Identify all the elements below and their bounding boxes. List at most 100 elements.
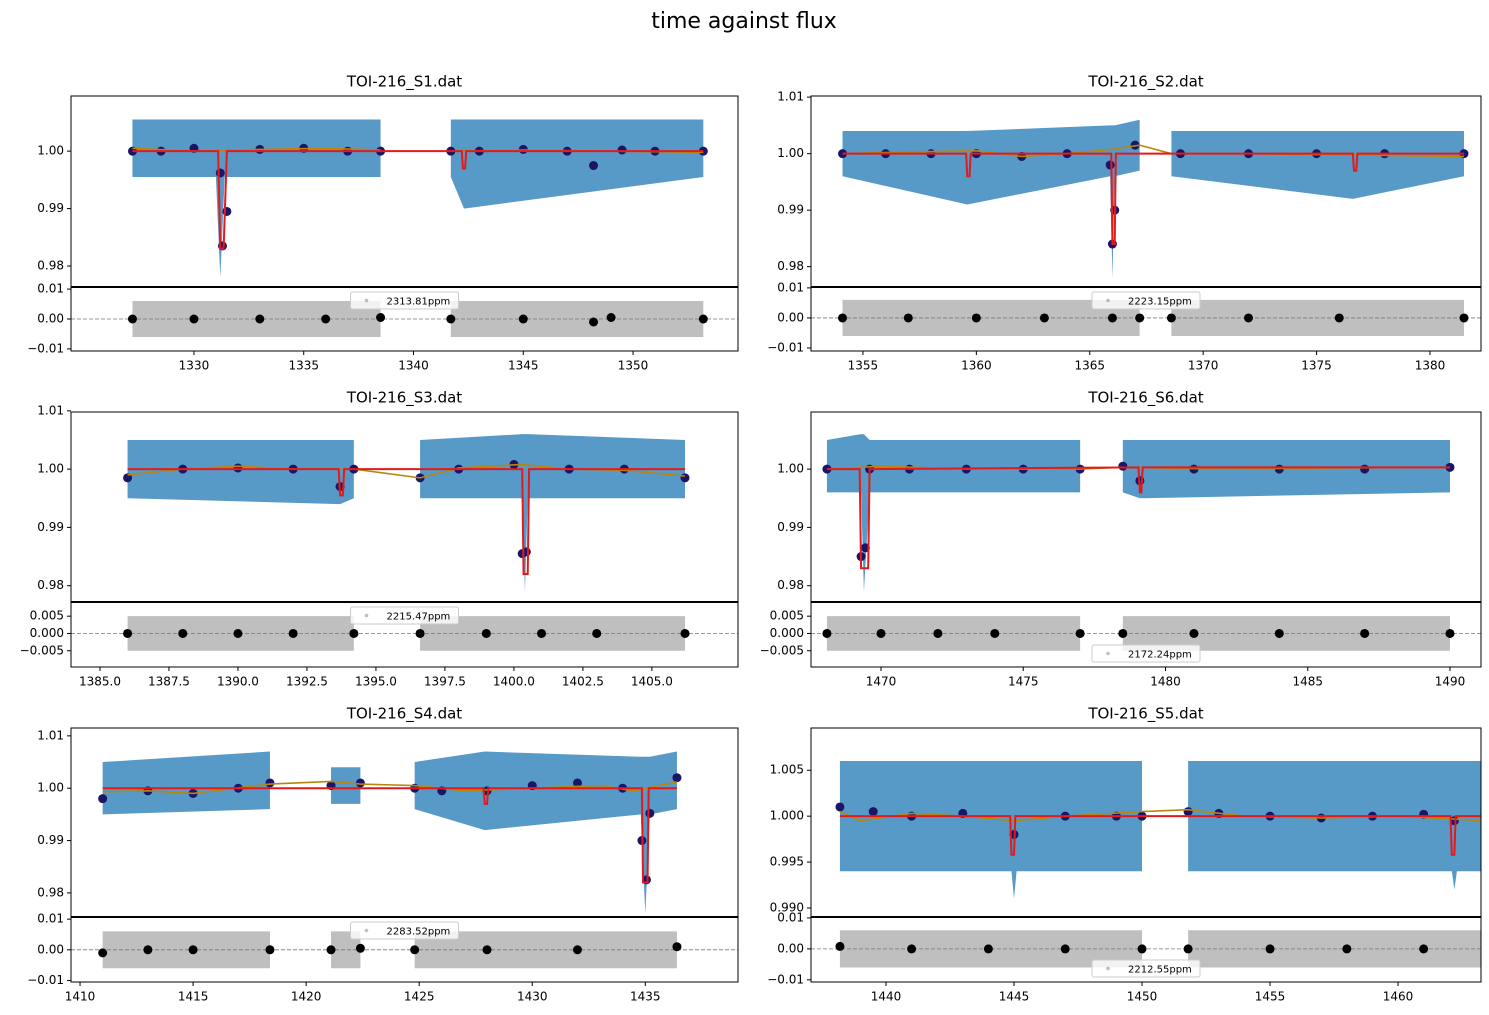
binned-residual-point [1342, 944, 1352, 954]
panel-title: TOI-216_S2.dat [1087, 73, 1203, 92]
raw-flux-band [102, 751, 270, 815]
y-tick-label: 1.00 [37, 144, 64, 158]
y-tick-label: 1.00 [777, 462, 804, 476]
y-tick-label: 0.995 [770, 855, 804, 869]
binned-residual-point [518, 314, 528, 324]
x-tick-label: 1355 [848, 359, 879, 373]
binned-residual-point [876, 628, 886, 638]
legend-marker [364, 928, 369, 933]
binned-residual-point [265, 945, 275, 955]
legend-label: 2283.52ppm [387, 927, 451, 938]
binned-residual-point [1137, 944, 1147, 954]
y-tick-label: 1.00 [37, 462, 64, 476]
y-tick-label: 0.000 [30, 626, 64, 640]
panel-title: TOI-216_S3.dat [346, 389, 462, 408]
binned-flux-point [233, 463, 243, 473]
y-tick-label: 0.01 [777, 280, 804, 294]
x-tick-label: 1345 [508, 359, 539, 373]
legend-box [350, 921, 459, 940]
model-line [839, 815, 1481, 856]
x-tick-label: 1480 [1150, 675, 1181, 689]
legend-box [1091, 959, 1201, 978]
y-tick-label: −0.01 [27, 973, 64, 987]
y-tick-label: −0.01 [767, 340, 804, 354]
binned-residual-point [189, 314, 199, 324]
binned-residual-point [355, 943, 365, 953]
binned-residual-point [990, 628, 1000, 638]
binned-residual-point [415, 628, 425, 638]
x-tick-label: 1450 [1127, 990, 1158, 1004]
residual-frame [810, 916, 1482, 983]
y-tick-label: 1.01 [37, 728, 64, 742]
x-tick-label: 1445 [999, 990, 1030, 1004]
y-tick-label: 0.99 [37, 520, 64, 534]
y-tick-label: 1.01 [37, 403, 64, 417]
model-line [842, 152, 1464, 246]
x-tick-label: 1420 [291, 990, 322, 1004]
raw-flux-band [414, 751, 677, 914]
legend-label: 2313.81ppm [387, 297, 451, 308]
binned-residual-point [1183, 944, 1193, 954]
binned-flux-point [868, 807, 878, 817]
residual-plot [811, 930, 1489, 968]
y-tick-label: 0.000 [770, 626, 804, 640]
legend-marker [1106, 966, 1110, 971]
x-tick-label: 1490 [1435, 675, 1466, 689]
legend-marker [364, 613, 369, 618]
residual-frame [810, 286, 1482, 352]
binned-residual-point [143, 945, 153, 955]
binned-flux-point [222, 206, 232, 216]
y-tick-label: 0.990 [770, 901, 804, 915]
y-tick-label: 0.01 [777, 910, 804, 924]
x-tick-label: 1425 [404, 990, 435, 1004]
trend-line [102, 780, 678, 795]
binned-flux-point [617, 145, 627, 155]
binned-residual-point [1189, 628, 1199, 638]
binned-residual-point [376, 313, 386, 323]
y-tick-label: 1.00 [37, 781, 64, 795]
binned-residual-point [698, 314, 708, 324]
binned-residual-point [482, 945, 492, 955]
binned-residual-point [178, 628, 188, 638]
binned-residual-point [1419, 944, 1429, 954]
binned-residual-point [971, 313, 981, 323]
y-tick-label: 0.99 [37, 833, 64, 847]
binned-flux-point [835, 802, 845, 812]
x-tick-label: 1400.0 [493, 675, 535, 689]
x-tick-label: 1380 [1415, 359, 1446, 373]
binned-residual-point [907, 944, 917, 954]
binned-flux-point [1360, 464, 1370, 474]
x-tick-label: 1365 [1074, 359, 1105, 373]
binned-residual-point [1360, 628, 1370, 638]
panel-title: TOI-216_S4.dat [346, 705, 462, 724]
binned-residual-point [933, 628, 943, 638]
raw-flux-band [127, 439, 354, 505]
residual-band [331, 931, 361, 969]
binned-flux-point [1483, 816, 1489, 825]
binned-residual-point [1166, 313, 1176, 323]
binned-flux-point [572, 778, 582, 788]
binned-residual-point [326, 945, 336, 955]
binned-residual-point [680, 628, 690, 638]
x-tick-label: 1390.0 [217, 675, 259, 689]
legend-box [350, 606, 459, 625]
binned-residual-point [481, 628, 491, 638]
x-tick-label: 1385.0 [79, 675, 121, 689]
binned-residual-point [1334, 313, 1344, 323]
binned-flux-point [98, 794, 108, 804]
y-tick-label: −0.01 [767, 972, 804, 986]
x-tick-label: 1435 [630, 990, 661, 1004]
binned-residual-point [1118, 628, 1128, 638]
binned-residual-point [1483, 944, 1489, 953]
binned-residual-point [288, 628, 298, 638]
x-tick-label: 1395.0 [355, 675, 397, 689]
binned-residual-point [1274, 628, 1284, 638]
x-tick-label: 1330 [179, 359, 210, 373]
x-tick-label: 1485 [1292, 675, 1323, 689]
y-tick-label: 0.00 [777, 310, 804, 324]
legend-marker [1106, 651, 1110, 656]
binned-residual-point [592, 628, 602, 638]
raw-flux-band [826, 434, 1081, 592]
panel-title: TOI-216_S6.dat [1087, 389, 1203, 408]
